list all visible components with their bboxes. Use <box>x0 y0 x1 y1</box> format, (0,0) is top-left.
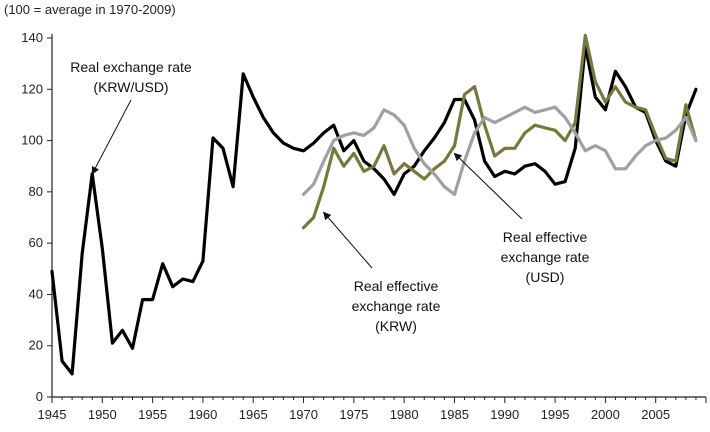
x-tick-label: 2000 <box>591 407 620 422</box>
annotation-arrow <box>91 99 132 175</box>
annotation-text: (KRW) <box>375 318 417 334</box>
x-tick-label: 1995 <box>541 407 570 422</box>
annotation-reer_usd: Real effective exchange rate (USD) <box>453 152 590 285</box>
annotation-text: exchange rate <box>352 298 441 314</box>
annotation-text: exchange rate <box>501 249 590 265</box>
series-layer <box>50 33 698 376</box>
x-tick-label: 1980 <box>390 407 419 422</box>
y-tick-label: 120 <box>21 81 43 96</box>
y-tick-label: 80 <box>29 184 43 199</box>
annotation-arrow <box>323 211 373 269</box>
unit-label-group: (100 = average in 1970-2009) <box>4 2 176 17</box>
annotation-text: Real effective <box>354 278 439 294</box>
y-tick-label: 60 <box>29 235 43 250</box>
y-tick-label: 0 <box>36 389 43 404</box>
x-tick-label: 1990 <box>490 407 519 422</box>
x-tick-label: 1970 <box>289 407 318 422</box>
x-tick-label: 2005 <box>641 407 670 422</box>
x-tick-label: 1945 <box>38 407 67 422</box>
annotation-arrow <box>453 152 523 220</box>
annotation-reer_krw: Real effective exchange rate (KRW) <box>323 211 441 334</box>
annotation-text: (KRW/USD) <box>93 79 168 95</box>
annotation-text: (USD) <box>526 269 565 285</box>
x-tick-label: 1975 <box>339 407 368 422</box>
y-tick-label: 20 <box>29 338 43 353</box>
y-tick-label: 40 <box>29 286 43 301</box>
x-tick-label: 1965 <box>239 407 268 422</box>
x-tick-label: 1960 <box>188 407 217 422</box>
annotation-text: Real effective <box>503 229 588 245</box>
annotation-text: Real exchange rate <box>70 59 192 75</box>
y-tick-label: 140 <box>21 30 43 45</box>
unit-label: (100 = average in 1970-2009) <box>4 2 176 17</box>
annotation-rer: Real exchange rate (KRW/USD) <box>70 59 192 175</box>
series-line-reer_usd <box>301 105 698 196</box>
series-line-rer_krw_usd <box>50 44 698 376</box>
x-tick-label: 1955 <box>138 407 167 422</box>
annotations: Real exchange rate (KRW/USD) Real effectiv… <box>70 59 589 334</box>
axes: 0 20 40 60 80 100 120 140 1945 1950 1955 1960 1965 19… <box>21 30 707 422</box>
y-tick-label: 100 <box>21 133 43 148</box>
series-line-reer_krw <box>301 33 698 230</box>
x-tick-label: 1950 <box>88 407 117 422</box>
x-tick-label: 1985 <box>440 407 469 422</box>
